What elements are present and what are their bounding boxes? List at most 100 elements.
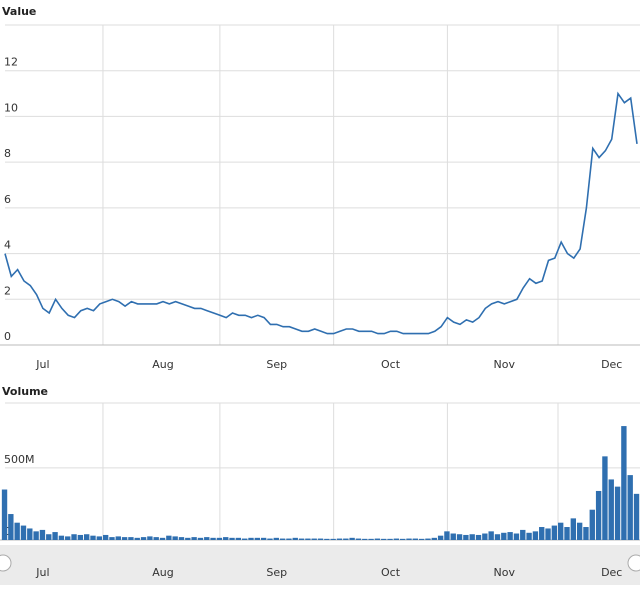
volume-bar <box>507 532 513 540</box>
volume-bar <box>513 533 520 540</box>
volume-bar <box>444 531 450 540</box>
chart-title: Volume <box>2 385 48 398</box>
volume-bar <box>191 537 197 540</box>
volume-bar <box>254 537 261 540</box>
navigator-label: Aug <box>152 566 173 579</box>
volume-bar <box>633 493 640 540</box>
volume-bar <box>185 537 191 540</box>
volume-bar <box>520 529 526 540</box>
y-tick-label: 8 <box>4 147 11 160</box>
volume-bar <box>539 527 545 540</box>
volume-bar <box>229 537 235 540</box>
volume-bar <box>128 537 134 540</box>
volume-bar <box>147 536 153 540</box>
volume-bar <box>589 509 595 540</box>
volume-bar <box>387 538 393 540</box>
navigator-label: Oct <box>381 566 401 579</box>
volume-bar <box>368 538 374 540</box>
volume-bar <box>178 537 185 540</box>
x-tick-label: Sep <box>266 358 287 371</box>
volume-bar <box>526 532 532 540</box>
volume-bar <box>14 522 20 540</box>
volume-bar <box>279 538 286 540</box>
y-tick-label: 4 <box>4 239 11 252</box>
volume-bar <box>96 536 103 540</box>
navigator-label: Nov <box>494 566 516 579</box>
volume-bar <box>494 534 501 540</box>
volume-bar <box>58 535 65 540</box>
volume-bar <box>450 533 456 540</box>
volume-bar <box>595 490 602 540</box>
x-tick-label: Oct <box>381 358 401 371</box>
volume-bar <box>558 522 564 540</box>
volume-bar <box>260 537 267 540</box>
volume-bar <box>223 537 229 540</box>
volume-bar <box>488 531 494 540</box>
volume-bar <box>311 538 317 540</box>
volume-bar <box>298 538 305 540</box>
y-tick-label: 6 <box>4 193 11 206</box>
volume-bar <box>381 538 387 540</box>
volume-bar <box>412 538 419 540</box>
volume-bar <box>456 534 463 540</box>
navigator-handle[interactable] <box>0 554 12 572</box>
y-tick-label: 10 <box>4 101 18 114</box>
volume-bar <box>343 538 349 540</box>
volume-bar <box>324 538 330 540</box>
navigator-handle[interactable] <box>627 554 640 572</box>
volume-bar <box>140 537 147 540</box>
y-tick-label: 2 <box>4 284 11 297</box>
navigator-label: Jul <box>35 566 49 579</box>
volume-bar <box>77 534 84 540</box>
volume-bar <box>121 537 128 540</box>
navigator[interactable] <box>0 545 640 585</box>
volume-bar <box>355 538 362 540</box>
volume-bar <box>608 479 614 540</box>
volume-bar <box>235 537 242 540</box>
x-tick-label: Nov <box>494 358 516 371</box>
volume-bar <box>501 532 507 540</box>
volume-bar <box>393 538 400 540</box>
volume-bar <box>336 538 343 540</box>
volume-bar <box>317 538 324 540</box>
volume-bar <box>374 538 381 540</box>
volume-bar <box>583 527 589 540</box>
navigator-label: Sep <box>266 566 287 579</box>
volume-bar <box>90 535 96 540</box>
volume-bar <box>102 534 109 540</box>
volume-bar <box>1 489 8 540</box>
y-tick-label: 0 <box>4 525 11 538</box>
volume-bar <box>8 514 14 540</box>
volume-bar <box>545 528 551 540</box>
volume-bar <box>52 532 58 540</box>
volume-bar <box>463 534 469 540</box>
volume-bar <box>570 518 577 540</box>
volume-bar <box>27 528 33 540</box>
volume-bar <box>210 537 216 540</box>
volume-bar <box>267 538 273 540</box>
volume-bar <box>46 534 52 540</box>
volume-bar <box>109 537 115 540</box>
volume-bar <box>39 529 46 540</box>
volume-bar <box>153 537 159 540</box>
volume-bar <box>20 525 27 540</box>
x-tick-label: Jul <box>35 358 49 371</box>
volume-bar <box>406 538 412 540</box>
volume-bar <box>482 533 488 540</box>
x-tick-label: Aug <box>152 358 173 371</box>
volume-bar <box>71 534 77 540</box>
y-tick-label: 500M <box>4 453 35 466</box>
volume-bar <box>602 456 608 540</box>
volume-bar <box>564 527 570 540</box>
x-tick-label: Dec <box>601 358 622 371</box>
volume-bar <box>197 537 204 540</box>
volume-bar <box>65 536 71 540</box>
volume-bar <box>400 538 406 540</box>
volume-bar <box>576 522 583 540</box>
volume-bar <box>115 536 121 540</box>
chart-title: Value <box>2 5 36 18</box>
volume-bar <box>273 537 279 540</box>
volume-bar <box>551 525 558 540</box>
volume-bar <box>362 538 368 540</box>
